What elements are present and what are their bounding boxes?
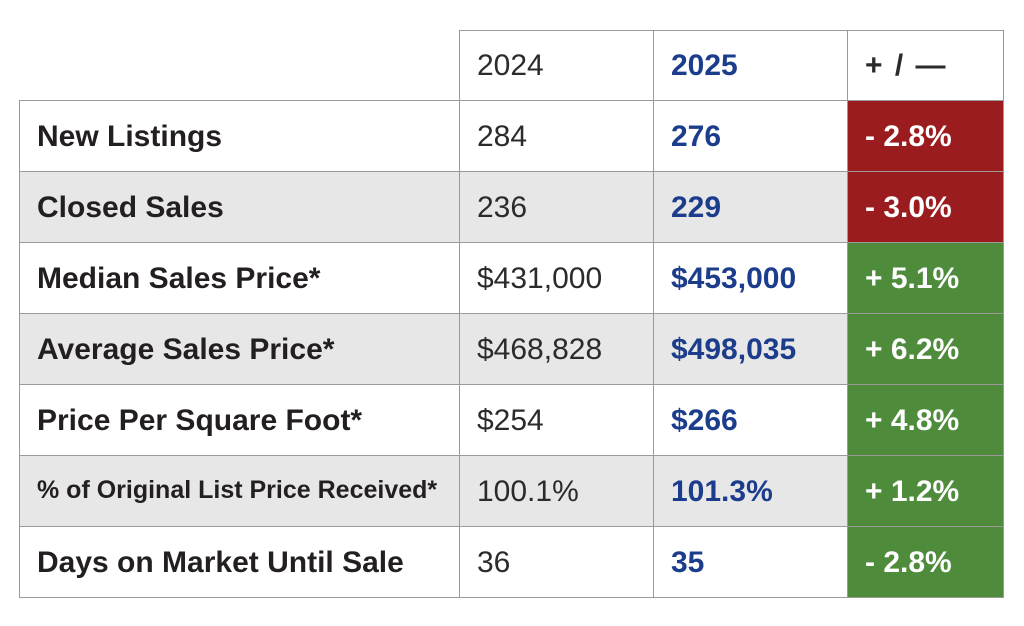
value-2024: 284: [459, 100, 654, 172]
value-2024: 236: [459, 171, 654, 243]
value-2025: $498,035: [653, 313, 848, 385]
value-2025: $266: [653, 384, 848, 456]
value-2025: 276: [653, 100, 848, 172]
value-2025: $453,000: [653, 242, 848, 314]
table-row: New Listings 284 276 - 2.8%: [19, 100, 1004, 172]
change-percent-cell: - 2.8%: [847, 526, 1004, 598]
value-2025: 35: [653, 526, 848, 598]
change-percent-cell: + 1.2%: [847, 455, 1004, 527]
change-percent-cell: + 6.2%: [847, 313, 1004, 385]
metric-label: Price Per Square Foot*: [19, 384, 460, 456]
table-row: % of Original List Price Received* 100.1…: [19, 455, 1004, 527]
header-change-column: + / —: [847, 30, 1004, 101]
metric-label: Average Sales Price*: [19, 313, 460, 385]
value-2024: $431,000: [459, 242, 654, 314]
change-percent-cell: + 5.1%: [847, 242, 1004, 314]
header-year-2024: 2024: [459, 30, 654, 101]
market-stats-table: 2024 2025 + / — New Listings 284 276 - 2…: [19, 30, 1004, 598]
table-row: Closed Sales 236 229 - 3.0%: [19, 171, 1004, 243]
metric-label: New Listings: [19, 100, 460, 172]
metric-label: % of Original List Price Received*: [19, 455, 460, 527]
metric-label: Closed Sales: [19, 171, 460, 243]
table-row: Days on Market Until Sale 36 35 - 2.8%: [19, 526, 1004, 598]
value-2025: 229: [653, 171, 848, 243]
value-2024: 36: [459, 526, 654, 598]
metric-label: Median Sales Price*: [19, 242, 460, 314]
table-row: Average Sales Price* $468,828 $498,035 +…: [19, 313, 1004, 385]
header-year-2025: 2025: [653, 30, 848, 101]
header-blank-cell: [19, 30, 460, 101]
metric-label: Days on Market Until Sale: [19, 526, 460, 598]
change-percent-cell: - 2.8%: [847, 100, 1004, 172]
value-2024: $254: [459, 384, 654, 456]
value-2024: $468,828: [459, 313, 654, 385]
change-percent-cell: - 3.0%: [847, 171, 1004, 243]
value-2025: 101.3%: [653, 455, 848, 527]
table-row: Price Per Square Foot* $254 $266 + 4.8%: [19, 384, 1004, 456]
change-percent-cell: + 4.8%: [847, 384, 1004, 456]
table-header-row: 2024 2025 + / —: [19, 30, 1004, 101]
value-2024: 100.1%: [459, 455, 654, 527]
table-row: Median Sales Price* $431,000 $453,000 + …: [19, 242, 1004, 314]
